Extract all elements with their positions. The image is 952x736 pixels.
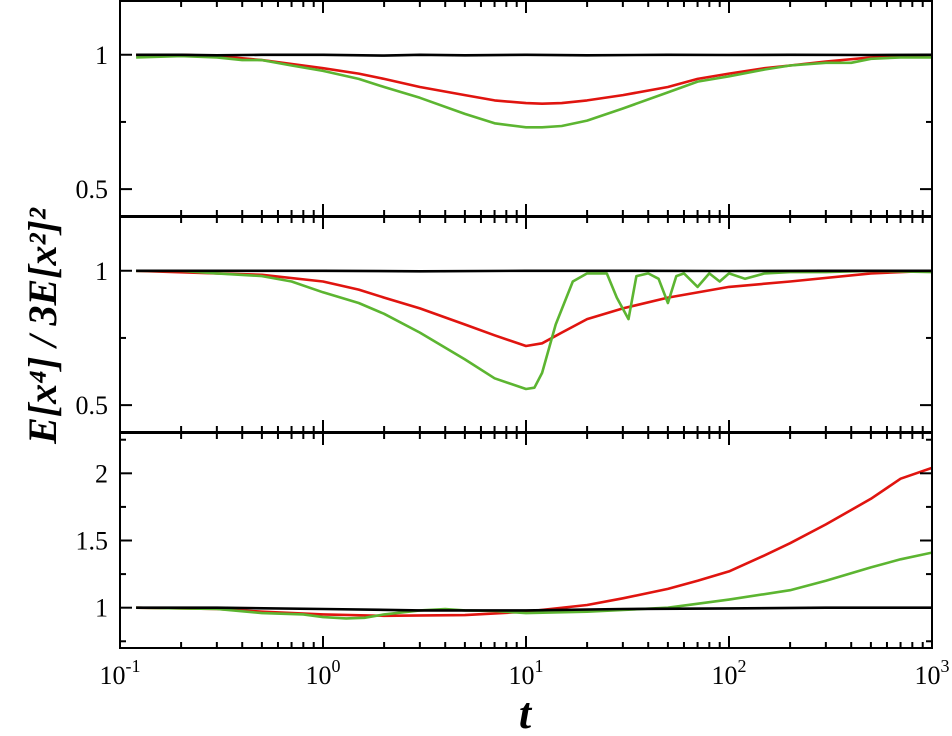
y-tick-label: 0.5 <box>76 175 109 204</box>
x-tick-base: 10 <box>306 661 332 690</box>
series-line-green <box>136 54 932 129</box>
series-line-green <box>136 269 932 391</box>
x-tick-base: 10 <box>100 661 126 690</box>
x-tick-exponent: -1 <box>126 656 141 676</box>
x-tick-exponent: 0 <box>332 656 341 676</box>
series-line-black <box>136 606 932 612</box>
y-tick-label: 1 <box>95 594 108 623</box>
panel-series-group <box>136 53 932 129</box>
x-tick-label: 10-1 <box>100 656 141 690</box>
panel-series-group <box>136 269 932 391</box>
panel-frame <box>119 0 933 217</box>
x-tick-label: 101 <box>509 656 544 690</box>
panel-1: 0.51 <box>76 0 933 217</box>
y-axis-title: E[x⁴] / 3E[x²]² <box>20 207 65 445</box>
x-tick-label: 102 <box>712 656 747 690</box>
x-tick-labels: 10-1 100 101 102 103 <box>100 656 950 690</box>
series-line-black <box>136 269 932 273</box>
series-line-black <box>136 53 932 57</box>
y-tick-label: 1 <box>95 41 108 70</box>
x-tick-label: 103 <box>915 656 950 690</box>
x-tick-base: 10 <box>915 661 941 690</box>
series-line-red <box>136 466 932 618</box>
panel-3: 11.52 <box>76 432 933 649</box>
x-tick-exponent: 2 <box>738 656 747 676</box>
y-tick-label: 1.5 <box>76 527 109 556</box>
x-axis-title: t <box>519 689 533 736</box>
panel-series-group <box>136 466 932 620</box>
y-tick-label: 2 <box>95 459 108 488</box>
x-tick-exponent: 3 <box>941 656 950 676</box>
y-tick-label: 0.5 <box>76 391 109 420</box>
series-line-red <box>136 269 932 348</box>
x-tick-label: 100 <box>306 656 341 690</box>
panel-frame <box>119 216 933 433</box>
panel-frame <box>119 432 933 649</box>
series-line-red <box>136 53 932 105</box>
y-tick-label: 1 <box>95 257 108 286</box>
x-tick-base: 10 <box>509 661 535 690</box>
x-tick-base: 10 <box>712 661 738 690</box>
x-tick-exponent: 1 <box>535 656 544 676</box>
panel-2: 0.51 <box>76 216 933 433</box>
